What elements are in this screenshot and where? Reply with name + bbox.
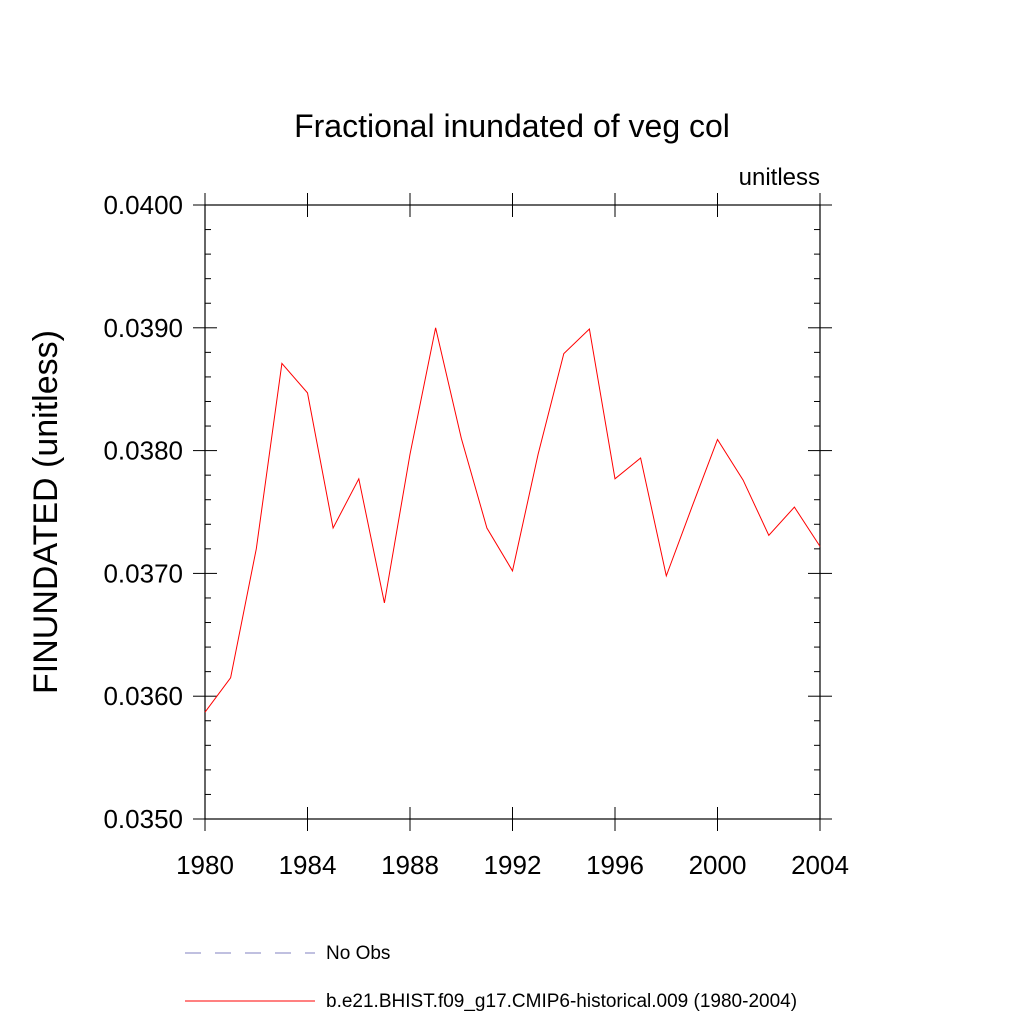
minor-ticks [205, 229, 820, 795]
plot-frame [204, 204, 821, 820]
y-tick-label: 0.0400 [103, 190, 183, 220]
x-tick-label: 1988 [381, 850, 439, 880]
y-axis-label: FINUNDATED (unitless) [27, 330, 65, 694]
x-tick-labels: 1980 1984 1988 1992 1996 2000 2004 [176, 850, 849, 880]
major-ticks [193, 193, 832, 831]
y-tick-label: 0.0390 [103, 313, 183, 343]
x-tick-label: 1980 [176, 850, 234, 880]
legend: No Obs b.e21.BHIST.f09_g17.CMIP6-histori… [185, 943, 797, 1012]
legend-label-historical-009: b.e21.BHIST.f09_g17.CMIP6-historical.009… [326, 991, 797, 1012]
x-tick-label: 2000 [689, 850, 747, 880]
y-tick-label: 0.0360 [103, 681, 183, 711]
y-tick-label: 0.0350 [103, 804, 183, 834]
chart-title: Fractional inundated of veg col [294, 108, 730, 144]
x-tick-label: 1996 [586, 850, 644, 880]
legend-label-no-obs: No Obs [326, 943, 390, 964]
series-points [204, 327, 820, 713]
series-line-historical-009 [204, 327, 821, 713]
x-tick-label: 1984 [279, 850, 337, 880]
y-tick-label: 0.0370 [103, 558, 183, 588]
y-tick-label: 0.0380 [103, 436, 183, 466]
units-label: unitless [739, 164, 820, 191]
x-tick-label: 2004 [791, 850, 849, 880]
x-tick-label: 1992 [484, 850, 542, 880]
y-tick-labels: 0.0350 0.0360 0.0370 0.0380 0.0390 0.0400 [103, 190, 183, 834]
